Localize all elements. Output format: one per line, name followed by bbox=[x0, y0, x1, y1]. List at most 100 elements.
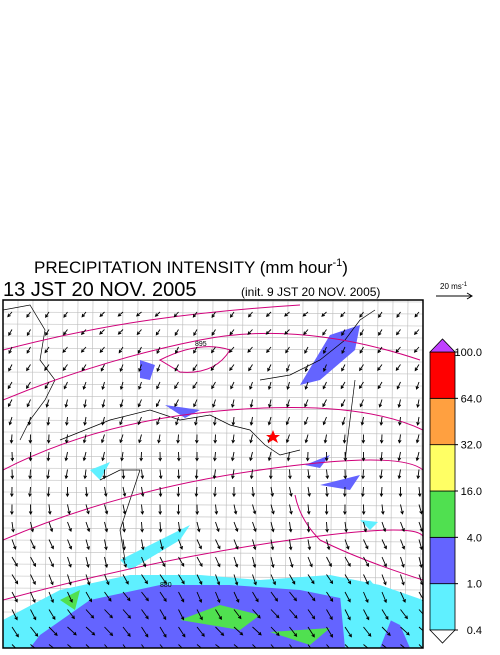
wind-arrow bbox=[122, 504, 127, 515]
wind-arrow bbox=[400, 504, 404, 515]
wind-arrow bbox=[400, 539, 406, 550]
wind-arrow bbox=[322, 416, 327, 426]
wind-arrow bbox=[7, 399, 13, 408]
wind-arrow bbox=[176, 486, 181, 498]
vector-scale-sup: -1 bbox=[462, 282, 468, 288]
lat-lon-line bbox=[3, 551, 423, 555]
lat-lon-line bbox=[3, 371, 423, 375]
wind-arrow bbox=[193, 399, 198, 408]
wind-arrow bbox=[154, 311, 161, 317]
wind-arrow bbox=[141, 574, 148, 585]
wind-arrow bbox=[397, 399, 402, 408]
wind-arrow bbox=[195, 451, 199, 462]
wind-arrow bbox=[122, 609, 132, 619]
wind-arrow bbox=[28, 451, 33, 462]
wind-arrow bbox=[138, 364, 142, 373]
wind-arrow bbox=[233, 644, 239, 648]
wind-arrow bbox=[85, 574, 91, 586]
wind-arrow bbox=[340, 311, 346, 318]
lat-lon-line bbox=[3, 527, 423, 531]
wind-arrow bbox=[230, 451, 235, 462]
wind-arrow bbox=[104, 574, 110, 586]
wind-arrow bbox=[85, 521, 91, 533]
wind-arrow bbox=[67, 504, 71, 515]
colorbar-label: 0.4 bbox=[467, 625, 482, 637]
wind-arrow bbox=[44, 346, 50, 354]
wind-arrow bbox=[173, 311, 179, 318]
wind-arrow bbox=[215, 626, 225, 637]
wind-arrow bbox=[381, 504, 385, 515]
wind-arrow bbox=[268, 469, 273, 480]
wind-arrow bbox=[30, 539, 36, 550]
wind-arrow bbox=[122, 521, 126, 533]
wind-arrow bbox=[230, 381, 235, 390]
wind-arrow bbox=[381, 556, 387, 568]
wind-arrow bbox=[196, 539, 202, 550]
wind-arrow bbox=[270, 644, 275, 648]
wind-arrow bbox=[325, 521, 329, 533]
wind-arrow bbox=[324, 451, 329, 462]
wind-arrow bbox=[395, 364, 401, 371]
wind-arrow bbox=[270, 556, 275, 569]
wind-arrow bbox=[323, 346, 327, 355]
location-marker bbox=[266, 430, 280, 443]
wind-arrow bbox=[194, 416, 198, 426]
wind-arrow bbox=[284, 311, 290, 317]
wind-arrow bbox=[104, 626, 114, 637]
wind-arrow bbox=[361, 469, 365, 480]
wind-arrow bbox=[159, 574, 167, 585]
wind-arrow bbox=[65, 416, 69, 426]
wind-arrow bbox=[46, 469, 50, 480]
wind-arrow bbox=[252, 626, 262, 636]
wind-arrow bbox=[270, 626, 280, 637]
wind-arrow bbox=[378, 329, 383, 336]
wind-arrow bbox=[233, 626, 244, 636]
wind-arrow bbox=[379, 486, 384, 498]
wind-arrow bbox=[212, 399, 216, 408]
wind-arrow bbox=[178, 591, 185, 603]
wind-arrow bbox=[119, 416, 124, 426]
wind-arrow bbox=[101, 416, 105, 426]
wind-arrow bbox=[359, 329, 364, 337]
wind-arrow bbox=[307, 574, 315, 585]
wind-arrow bbox=[196, 644, 202, 648]
wind-arrow bbox=[359, 381, 364, 390]
wind-arrow bbox=[325, 486, 329, 498]
title-sup: -1 bbox=[332, 257, 342, 269]
wind-arrow bbox=[379, 451, 384, 462]
wind-arrow bbox=[174, 329, 179, 336]
wind-arrow bbox=[141, 644, 145, 648]
wind-arrow bbox=[231, 416, 236, 426]
wind-arrow bbox=[46, 486, 51, 498]
wind-arrow bbox=[303, 329, 309, 336]
wind-arrow bbox=[322, 399, 327, 408]
wind-arrow bbox=[9, 434, 14, 444]
wind-arrow bbox=[344, 626, 352, 638]
wind-arrow bbox=[381, 521, 387, 533]
wind-arrow bbox=[194, 434, 199, 444]
vector-scale-text: 20 ms bbox=[440, 282, 462, 291]
wind-arrow bbox=[159, 644, 164, 648]
wind-arrow bbox=[135, 311, 142, 317]
wind-arrow bbox=[46, 451, 51, 462]
wind-arrow bbox=[137, 346, 142, 354]
wind-arrow bbox=[117, 311, 124, 317]
lat-lon-line bbox=[3, 539, 423, 543]
wind-arrow bbox=[28, 486, 32, 498]
wind-arrow bbox=[82, 381, 87, 390]
contour-label: 895 bbox=[195, 341, 207, 348]
wind-arrow bbox=[119, 399, 124, 408]
wind-arrow bbox=[270, 504, 275, 515]
wind-arrow bbox=[136, 329, 142, 336]
wind-arrow bbox=[252, 504, 257, 515]
wind-arrow bbox=[122, 591, 131, 602]
wind-arrow bbox=[196, 591, 203, 604]
wind-arrow bbox=[119, 434, 124, 444]
wind-arrow bbox=[28, 504, 33, 515]
wind-arrow bbox=[307, 486, 311, 498]
wind-arrow bbox=[363, 644, 369, 648]
wind-arrow bbox=[344, 591, 351, 603]
wind-arrow bbox=[121, 469, 126, 480]
wind-arrow bbox=[359, 346, 364, 354]
wind-arrow bbox=[102, 469, 107, 480]
